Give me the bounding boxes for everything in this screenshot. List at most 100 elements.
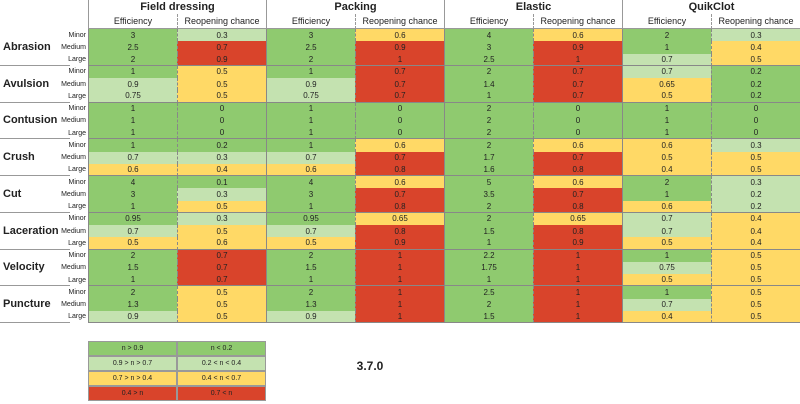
cell: 1 <box>355 249 444 262</box>
cell: 3.5 <box>444 188 533 201</box>
cell: 2 <box>266 249 355 262</box>
cell: 0.7 <box>533 188 622 201</box>
cell: 1 <box>533 286 622 299</box>
cell: 0.65 <box>355 212 444 225</box>
cell: 1 <box>355 274 444 287</box>
severity: Large <box>68 166 86 174</box>
wound-name: Avulsion <box>0 66 70 103</box>
legend-item: n > 0.9 <box>88 341 177 356</box>
cell: 0.5 <box>622 90 711 103</box>
cell: 1 <box>622 102 711 115</box>
cell: 0.9 <box>355 41 444 54</box>
cell: 0.3 <box>711 176 800 189</box>
cell: 1.4 <box>444 78 533 91</box>
severity: Large <box>68 276 86 284</box>
cell: 0 <box>177 114 266 127</box>
cell: 0.6 <box>88 163 177 176</box>
cell: 2 <box>444 200 533 213</box>
legend-item: 0.9 > n > 0.7 <box>88 356 177 371</box>
cell: 1 <box>88 200 177 213</box>
cell: 0.4 <box>622 163 711 176</box>
severity: Large <box>68 56 86 64</box>
cell: 0 <box>711 127 800 140</box>
version: 3.7.0 <box>356 359 384 373</box>
treatment-header: QuikClot <box>622 0 800 14</box>
metric-header: Efficiency <box>266 14 355 29</box>
cell: 1 <box>444 90 533 103</box>
cell: 0.3 <box>711 29 800 42</box>
cell: 1 <box>88 127 177 140</box>
cell: 4 <box>444 29 533 42</box>
cell: 0.5 <box>177 298 266 311</box>
severity: Minor <box>68 141 86 149</box>
cell: 0.4 <box>711 237 800 250</box>
cell: 1 <box>355 286 444 299</box>
cell: 1 <box>266 200 355 213</box>
severity: Minor <box>68 68 86 76</box>
cell: 5 <box>444 176 533 189</box>
cell: 3 <box>266 29 355 42</box>
cell: 1 <box>622 127 711 140</box>
metric-header: Reopening chance <box>355 14 444 29</box>
cell: 1 <box>266 102 355 115</box>
cell: 1 <box>88 65 177 78</box>
cell: 1 <box>266 139 355 152</box>
cell: 0.2 <box>711 78 800 91</box>
cell: 0.7 <box>355 90 444 103</box>
cell: 1.5 <box>444 225 533 238</box>
cell: 1 <box>533 249 622 262</box>
cell: 0.9 <box>533 41 622 54</box>
severity: Minor <box>68 215 86 223</box>
cell: 2 <box>622 176 711 189</box>
wound-name: Contusion <box>0 103 70 140</box>
cell: 2 <box>444 102 533 115</box>
severity: Minor <box>68 178 86 186</box>
cell: 0 <box>355 114 444 127</box>
cell: 1.7 <box>444 151 533 164</box>
severity: Large <box>68 129 86 137</box>
cell: 1 <box>355 261 444 274</box>
cell: 0.6 <box>622 200 711 213</box>
cell: 1 <box>355 53 444 66</box>
cell: 1.5 <box>88 261 177 274</box>
cell: 2 <box>622 29 711 42</box>
cell: 0.8 <box>533 163 622 176</box>
cell: 1 <box>266 127 355 140</box>
cell: 0.9 <box>266 78 355 91</box>
cell: 0.8 <box>355 200 444 213</box>
cell: 2 <box>444 127 533 140</box>
wound-name: Abrasion <box>0 29 70 66</box>
cell: 2.5 <box>444 286 533 299</box>
cell: 0.7 <box>355 65 444 78</box>
metric-header: Reopening chance <box>177 14 266 29</box>
cell: 0.6 <box>355 29 444 42</box>
cell: 2 <box>444 212 533 225</box>
cell: 0 <box>533 102 622 115</box>
cell: 0.5 <box>177 78 266 91</box>
cell: 0 <box>711 102 800 115</box>
cell: 0.7 <box>177 274 266 287</box>
cell: 0.7 <box>533 78 622 91</box>
cell: 2 <box>444 139 533 152</box>
severity: Minor <box>68 31 86 39</box>
cell: 0.9 <box>88 78 177 91</box>
cell: 0.7 <box>533 90 622 103</box>
cell: 0.3 <box>711 139 800 152</box>
cell: 0.5 <box>711 249 800 262</box>
cell: 0.2 <box>711 65 800 78</box>
cell: 2 <box>444 65 533 78</box>
legend-item: 0.4 > n <box>88 386 177 401</box>
cell: 3 <box>266 188 355 201</box>
wound-name: Cut <box>0 176 70 213</box>
cell: 0.9 <box>177 53 266 66</box>
severity: Large <box>68 239 86 247</box>
cell: 0.8 <box>533 200 622 213</box>
cell: 2 <box>88 249 177 262</box>
severity: Medium <box>61 43 86 51</box>
cell: 0.7 <box>88 151 177 164</box>
wound-name: Laceration <box>0 213 70 250</box>
legend-item: 0.2 < n < 0.4 <box>177 356 266 371</box>
cell: 1 <box>266 65 355 78</box>
cell: 0.5 <box>177 286 266 299</box>
cell: 0.5 <box>711 53 800 66</box>
